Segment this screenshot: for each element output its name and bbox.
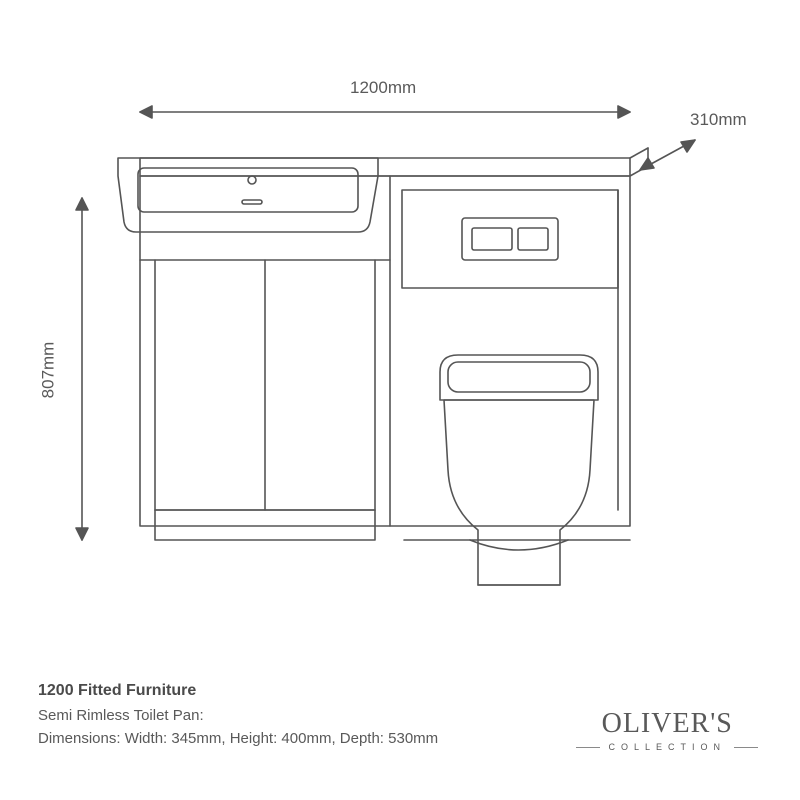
depth-dimension-label: 310mm — [690, 110, 747, 130]
width-dimension-label: 1200mm — [350, 78, 416, 98]
product-title: 1200 Fitted Furniture — [38, 679, 438, 703]
brand-name: OLIVER'S — [576, 708, 758, 740]
product-subtitle: Semi Rimless Toilet Pan: — [38, 705, 438, 728]
brand-subtitle: COLLECTION — [576, 742, 758, 752]
product-dimensions: Dimensions: Width: 345mm, Height: 400mm,… — [38, 728, 438, 751]
product-footer: 1200 Fitted Furniture Semi Rimless Toile… — [38, 679, 438, 750]
brand-logo: OLIVER'S COLLECTION — [576, 708, 758, 752]
height-dimension-label: 807mm — [38, 342, 58, 399]
